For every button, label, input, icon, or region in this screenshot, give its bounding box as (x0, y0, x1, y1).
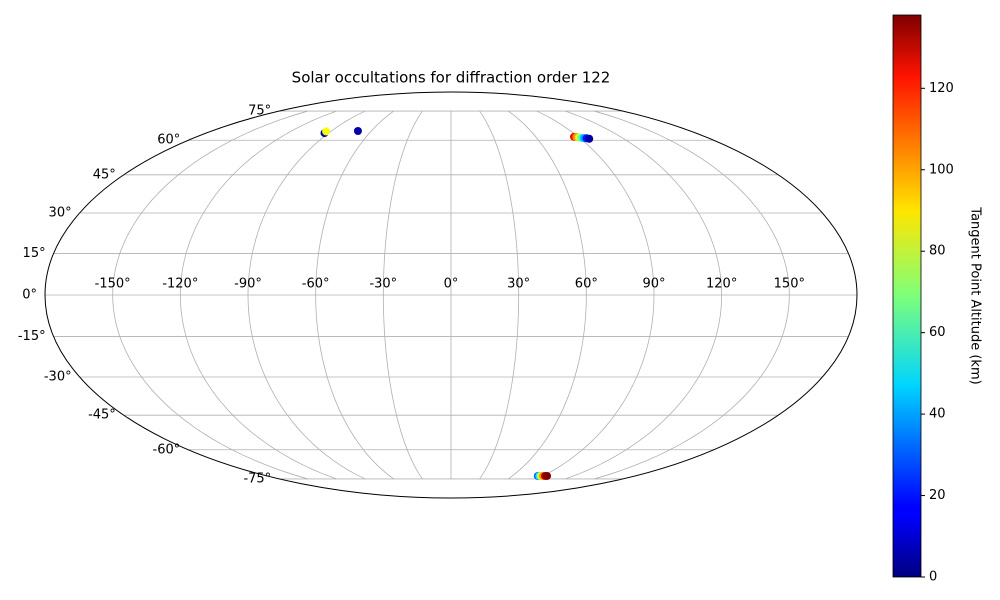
y-tick-label: 60° (157, 133, 180, 148)
x-tick-label: 0° (444, 277, 459, 292)
grid-line (508, 110, 587, 480)
colorbar (892, 14, 922, 578)
x-tick-label: 120° (706, 277, 737, 292)
y-tick-label: 15° (23, 246, 46, 261)
point (543, 471, 552, 480)
x-tick-label: 150° (774, 277, 805, 292)
grid-line (594, 110, 790, 480)
y-tick-label: -15° (18, 329, 46, 344)
colorbar-tick-label: 0 (929, 570, 937, 585)
x-tick-label: -150° (95, 277, 131, 292)
colorbar-tick-label: 20 (929, 488, 946, 503)
y-tick-label: -30° (44, 370, 72, 385)
colorbar-label: Tangent Point Altitude (km) (968, 206, 983, 384)
grid-line (536, 110, 655, 480)
x-tick-label: -30° (369, 277, 397, 292)
grid-line (315, 110, 394, 480)
colorbar-tick-label: 40 (929, 407, 946, 422)
x-tick-label: 90° (642, 277, 665, 292)
x-tick-label: 30° (507, 277, 530, 292)
y-tick-label: -75° (243, 471, 271, 486)
colorbar-tick-label: 100 (929, 162, 954, 177)
grid-line (247, 110, 366, 480)
chart-title: Solar occultations for diffraction order… (292, 69, 611, 87)
map-frame (44, 91, 858, 499)
colorbar-tick-label: 60 (929, 325, 946, 340)
x-tick-label: -60° (302, 277, 330, 292)
point (353, 127, 362, 136)
colorbar-tick-label: 120 (929, 81, 954, 96)
x-tick-label: -90° (234, 277, 262, 292)
x-tick-label: -120° (162, 277, 198, 292)
grid-line (382, 110, 423, 480)
grid-line (179, 110, 337, 480)
grid-line (112, 110, 308, 480)
y-tick-label: -60° (153, 442, 181, 457)
grid-line (565, 110, 723, 480)
y-tick-label: 75° (248, 104, 271, 119)
grid-line (479, 110, 520, 480)
y-tick-label: 0° (22, 288, 37, 303)
y-tick-label: -45° (88, 408, 116, 423)
x-tick-label: 60° (575, 277, 598, 292)
colorbar-tick-label: 80 (929, 244, 946, 259)
point (585, 134, 594, 143)
y-tick-label: 45° (93, 167, 116, 182)
y-tick-label: 30° (49, 205, 72, 220)
point (322, 127, 331, 136)
